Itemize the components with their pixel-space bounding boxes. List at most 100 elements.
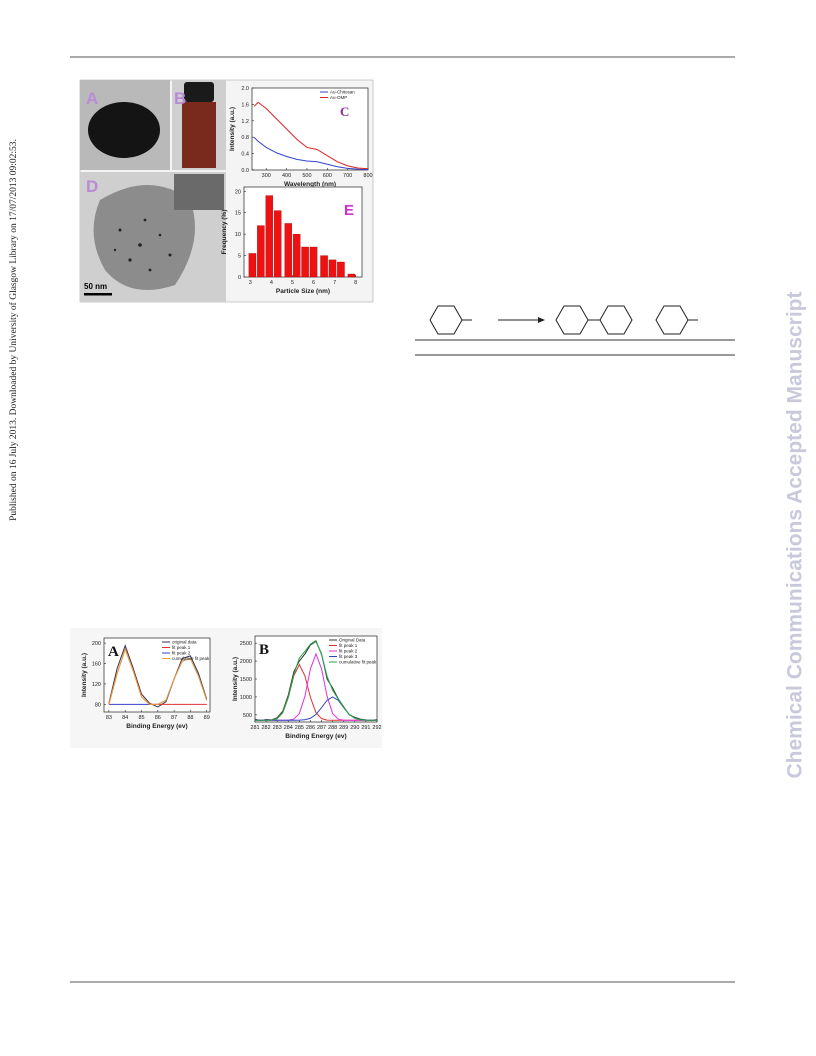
bar	[301, 246, 309, 278]
x-axis-label: Binding Energy (ev)	[126, 723, 187, 730]
chart: 3 4 5 6 7 8 0 5 10 15 20 Particle Size (nm) Frequenc…	[221, 186, 363, 295]
y-tick-label: 2000	[240, 659, 252, 665]
x-tick-label: 289	[339, 725, 348, 731]
x-tick-label: 84	[122, 715, 128, 721]
watermark: Chemical Communications Accepted Manuscr…	[784, 292, 807, 779]
bar	[273, 210, 282, 278]
x-tick-label: 283	[273, 725, 282, 731]
x-tick-label: 6	[312, 280, 315, 286]
y-tick-label: 1.6	[241, 102, 249, 108]
bar	[337, 261, 345, 278]
x-tick-label: 290	[350, 725, 359, 731]
panel-label: D	[86, 177, 98, 196]
bar	[328, 259, 337, 278]
arrow-head	[538, 317, 545, 323]
x-tick-label: 800	[363, 173, 372, 179]
x-tick-label: 500	[302, 173, 311, 179]
bar	[292, 233, 301, 278]
y-axis-label: Frequency (%)	[221, 210, 228, 255]
x-tick-label: 286	[306, 725, 315, 731]
panel-label: C	[340, 104, 349, 119]
legend-label: cumulative fit peak	[172, 656, 210, 661]
legend-label: fit peak 2	[172, 651, 191, 656]
bar	[309, 246, 318, 278]
y-tick-label: 120	[92, 682, 101, 688]
x-tick-label: 87	[171, 715, 177, 721]
x-tick-label: 5	[291, 280, 294, 286]
legend-label: Au-Chitosan	[330, 90, 355, 95]
y-tick-label: 1000	[240, 695, 252, 701]
bar	[347, 273, 356, 278]
x-axis-label: Particle Size (nm)	[276, 288, 330, 295]
bar	[284, 223, 292, 278]
x-tick-label: 89	[204, 715, 210, 721]
x-tick-label: 86	[155, 715, 161, 721]
y-axis-label: Intensity (a.u.)	[81, 653, 88, 697]
x-tick-label: 285	[295, 725, 304, 731]
x-tick-label: 291	[361, 725, 370, 731]
legend-label: fit peak 2	[339, 649, 358, 654]
bar	[257, 225, 265, 278]
scheme	[415, 305, 735, 356]
vial-cap	[184, 82, 214, 102]
benzene-ring	[655, 305, 689, 335]
chart: 281 282 283 284 285 286 287 288 289 290 291 292 500 1…	[232, 635, 382, 740]
y-tick-label: 160	[92, 662, 101, 668]
plot-area	[251, 87, 369, 171]
chart: 83 84 85 86 87 88 89 80 120 160 200 Binding Energy …	[81, 637, 211, 730]
benzene-ring	[429, 305, 463, 335]
legend-label: cumulative fit peak	[339, 660, 377, 665]
series-line	[108, 644, 208, 708]
x-tick-label: 292	[372, 725, 381, 731]
powder	[88, 102, 160, 158]
y-axis-label: Intensity (a.u.)	[232, 657, 239, 701]
y-tick-label: 0.8	[241, 135, 249, 141]
x-tick-label: 83	[106, 715, 112, 721]
x-tick-label: 281	[250, 725, 259, 731]
x-tick-label: 3	[249, 280, 252, 286]
y-tick-label: 2.0	[241, 86, 249, 92]
y-tick-label: 1.2	[241, 119, 249, 125]
x-tick-label: 700	[343, 173, 352, 179]
panel-label: B	[174, 89, 186, 108]
x-tick-label: 85	[138, 715, 144, 721]
scale-bar	[84, 293, 112, 296]
series-line	[253, 136, 369, 171]
y-tick-label: 0	[238, 275, 241, 281]
vial-liquid	[182, 102, 216, 168]
benzene-ring	[599, 305, 633, 335]
panel-label: A	[86, 89, 98, 108]
series-line	[255, 639, 377, 721]
plot-area	[254, 635, 378, 723]
y-tick-label: 15	[235, 211, 241, 217]
series-line	[253, 101, 369, 170]
legend-label: fit peak 1	[339, 643, 358, 648]
y-tick-label: 0.4	[241, 152, 249, 158]
nanoparticles	[113, 218, 172, 272]
x-tick-label: 284	[284, 725, 293, 731]
tem-inset	[174, 174, 224, 210]
legend-label: Original Data	[339, 638, 366, 643]
bar	[248, 253, 257, 278]
y-tick-label: 0.0	[241, 168, 249, 174]
panel-label: E	[344, 202, 354, 219]
benzene-ring	[555, 305, 589, 335]
scale-bar-label: 50 nm	[84, 282, 107, 291]
tem-particle	[93, 185, 195, 290]
x-tick-label: 288	[328, 725, 337, 731]
x-tick-label: 400	[282, 173, 291, 179]
y-axis-label: Intensity (a.u.)	[229, 107, 236, 151]
legend-label: Au-OMP	[330, 95, 347, 100]
chart: 300 400 500 600 700 800 0.0 0.4 0.8 1.2 1.6 2.0 Wave…	[229, 86, 373, 188]
legend-label: original data	[172, 640, 197, 645]
y-tick-label: 1500	[240, 677, 252, 683]
panel-label: A	[108, 644, 119, 660]
panel-label: B	[259, 642, 269, 658]
y-tick-label: 2500	[240, 641, 252, 647]
y-tick-label: 5	[238, 254, 241, 260]
x-tick-label: 600	[323, 173, 332, 179]
x-tick-label: 7	[333, 280, 336, 286]
x-tick-label: 287	[317, 725, 326, 731]
y-tick-label: 10	[235, 232, 241, 238]
